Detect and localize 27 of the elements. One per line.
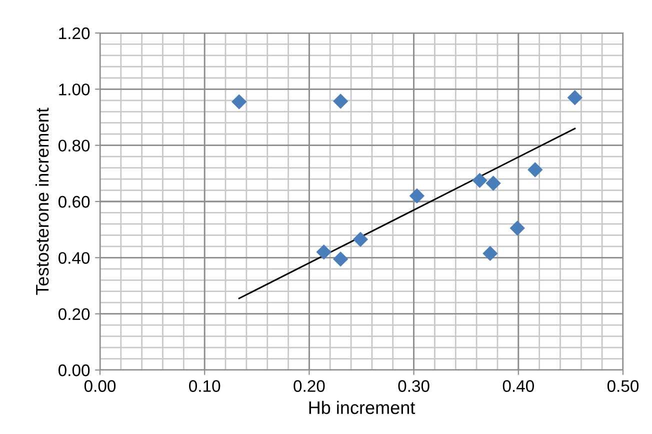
y-tick-label: 1.00	[59, 84, 90, 96]
x-tick-label: 0.40	[502, 380, 534, 392]
y-tick-label: 0.40	[58, 252, 90, 264]
x-tick-label: 0.50	[607, 380, 639, 392]
y-tick-label: 0.00	[58, 364, 90, 376]
y-axis-title: Testosterone increment	[35, 108, 49, 295]
point	[567, 90, 582, 106]
point	[486, 176, 501, 191]
x-axis-title: Hb increment	[309, 400, 416, 414]
point	[332, 251, 348, 267]
y-tick-label: 0.80	[58, 140, 90, 152]
point	[409, 188, 425, 204]
point	[482, 246, 498, 262]
x-tick-label: 0.00	[84, 380, 116, 392]
x-tick-label: 0.20	[294, 380, 325, 392]
point	[232, 94, 247, 110]
y-tick-label: 0.20	[58, 308, 90, 320]
point	[352, 232, 368, 248]
x-tick-label: 0.10	[189, 380, 220, 392]
point	[510, 220, 525, 236]
point	[528, 162, 543, 178]
x-tick-label: 0.30	[398, 380, 430, 392]
y-tick-label: 0.60	[58, 196, 90, 208]
point	[472, 172, 488, 188]
point	[332, 94, 348, 109]
point	[316, 244, 332, 260]
y-tick-label: 1.20	[59, 27, 90, 40]
